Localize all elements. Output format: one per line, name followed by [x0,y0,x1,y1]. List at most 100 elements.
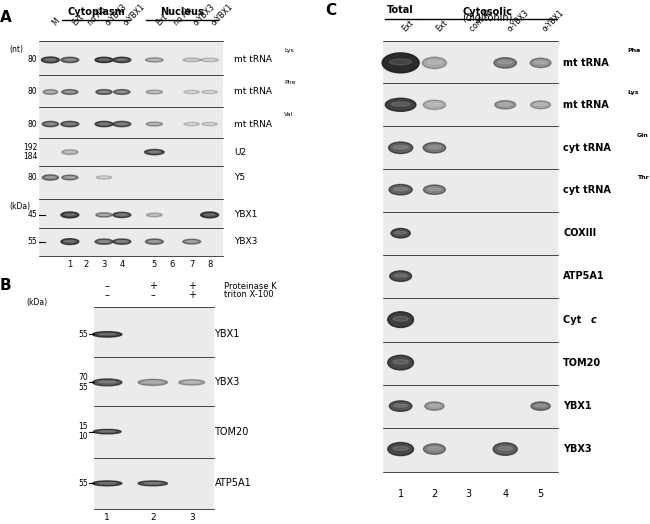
Ellipse shape [150,91,159,92]
Ellipse shape [65,177,75,178]
Ellipse shape [393,446,408,451]
Ellipse shape [61,212,79,218]
Text: 55: 55 [27,237,38,246]
Ellipse shape [65,91,75,92]
Text: Cytoplasm: Cytoplasm [67,7,125,17]
Ellipse shape [184,90,200,94]
Ellipse shape [95,122,113,127]
Ellipse shape [61,239,79,245]
Ellipse shape [201,212,218,218]
Text: Gln: Gln [637,133,649,138]
Ellipse shape [99,431,116,432]
FancyBboxPatch shape [383,385,558,428]
Ellipse shape [184,122,200,126]
Ellipse shape [498,446,512,450]
Ellipse shape [62,90,78,94]
Text: U2: U2 [234,148,246,157]
Text: Proteinase K: Proteinase K [224,282,277,291]
Ellipse shape [62,150,78,155]
Text: cont IP: cont IP [468,9,493,34]
Text: mt tRNA: mt tRNA [234,119,272,128]
Text: mt tRNA: mt tRNA [234,88,272,96]
Text: 2: 2 [83,260,89,269]
Text: +: + [188,290,196,300]
Text: 6: 6 [170,260,175,269]
Text: Thr: Thr [637,175,649,180]
Ellipse shape [138,481,168,486]
Text: Phe: Phe [628,48,641,53]
Ellipse shape [535,405,547,407]
Ellipse shape [493,443,517,455]
Ellipse shape [146,239,163,244]
Ellipse shape [46,123,55,125]
Ellipse shape [204,59,215,60]
Ellipse shape [61,57,79,62]
Text: α-YBX1: α-YBX1 [541,8,566,34]
Ellipse shape [534,61,547,64]
Ellipse shape [149,59,160,60]
Text: (nt): (nt) [10,45,24,54]
Ellipse shape [395,231,406,234]
Text: 4: 4 [502,488,508,499]
Ellipse shape [393,359,408,364]
Ellipse shape [45,59,56,60]
Ellipse shape [201,58,218,62]
Text: α-YBX3: α-YBX3 [505,8,530,34]
Ellipse shape [389,401,412,411]
Ellipse shape [495,101,515,109]
Ellipse shape [144,381,161,383]
Ellipse shape [428,103,441,106]
Ellipse shape [202,90,217,94]
Ellipse shape [94,430,121,434]
FancyBboxPatch shape [94,406,214,457]
Ellipse shape [494,58,517,68]
Text: (digitonin): (digitonin) [462,13,513,23]
Ellipse shape [385,98,416,111]
Ellipse shape [65,151,75,152]
Text: 5: 5 [151,260,157,269]
FancyBboxPatch shape [383,255,558,298]
Ellipse shape [204,214,215,215]
Ellipse shape [187,59,197,60]
Ellipse shape [424,444,445,454]
Ellipse shape [95,239,113,244]
FancyBboxPatch shape [383,169,558,212]
Ellipse shape [113,212,131,217]
Text: COXIII: COXIII [563,228,596,238]
Text: YBX3: YBX3 [214,377,240,387]
Ellipse shape [499,103,512,106]
FancyBboxPatch shape [383,126,558,169]
Ellipse shape [423,100,446,110]
Ellipse shape [428,188,441,191]
Ellipse shape [116,59,127,60]
Text: YBX1: YBX1 [214,330,240,340]
Ellipse shape [534,103,547,105]
Text: Lys: Lys [284,48,294,53]
Text: +: + [188,281,196,291]
Ellipse shape [99,214,109,215]
Text: α-YBX3: α-YBX3 [104,2,129,28]
Text: –: – [105,290,110,300]
Ellipse shape [64,123,75,125]
Ellipse shape [423,143,446,153]
Text: Ext: Ext [434,18,450,34]
Text: TOM20: TOM20 [563,357,601,368]
Text: no Ab: no Ab [172,6,194,28]
Text: triton X-100: triton X-100 [224,290,274,299]
Text: α-YBX1: α-YBX1 [209,2,235,28]
Text: Nucleus: Nucleus [160,7,204,17]
Text: 1: 1 [398,488,404,499]
Ellipse shape [179,380,205,385]
Ellipse shape [388,355,413,370]
Ellipse shape [61,122,79,127]
Text: YBX3: YBX3 [563,444,592,454]
Text: Y5: Y5 [234,173,245,182]
Ellipse shape [205,123,214,124]
FancyBboxPatch shape [383,428,558,472]
Ellipse shape [92,379,122,386]
Text: (kDa): (kDa) [26,298,47,307]
Text: no Ab: no Ab [86,6,108,28]
FancyBboxPatch shape [383,41,558,83]
Ellipse shape [424,185,445,194]
Ellipse shape [96,176,112,179]
